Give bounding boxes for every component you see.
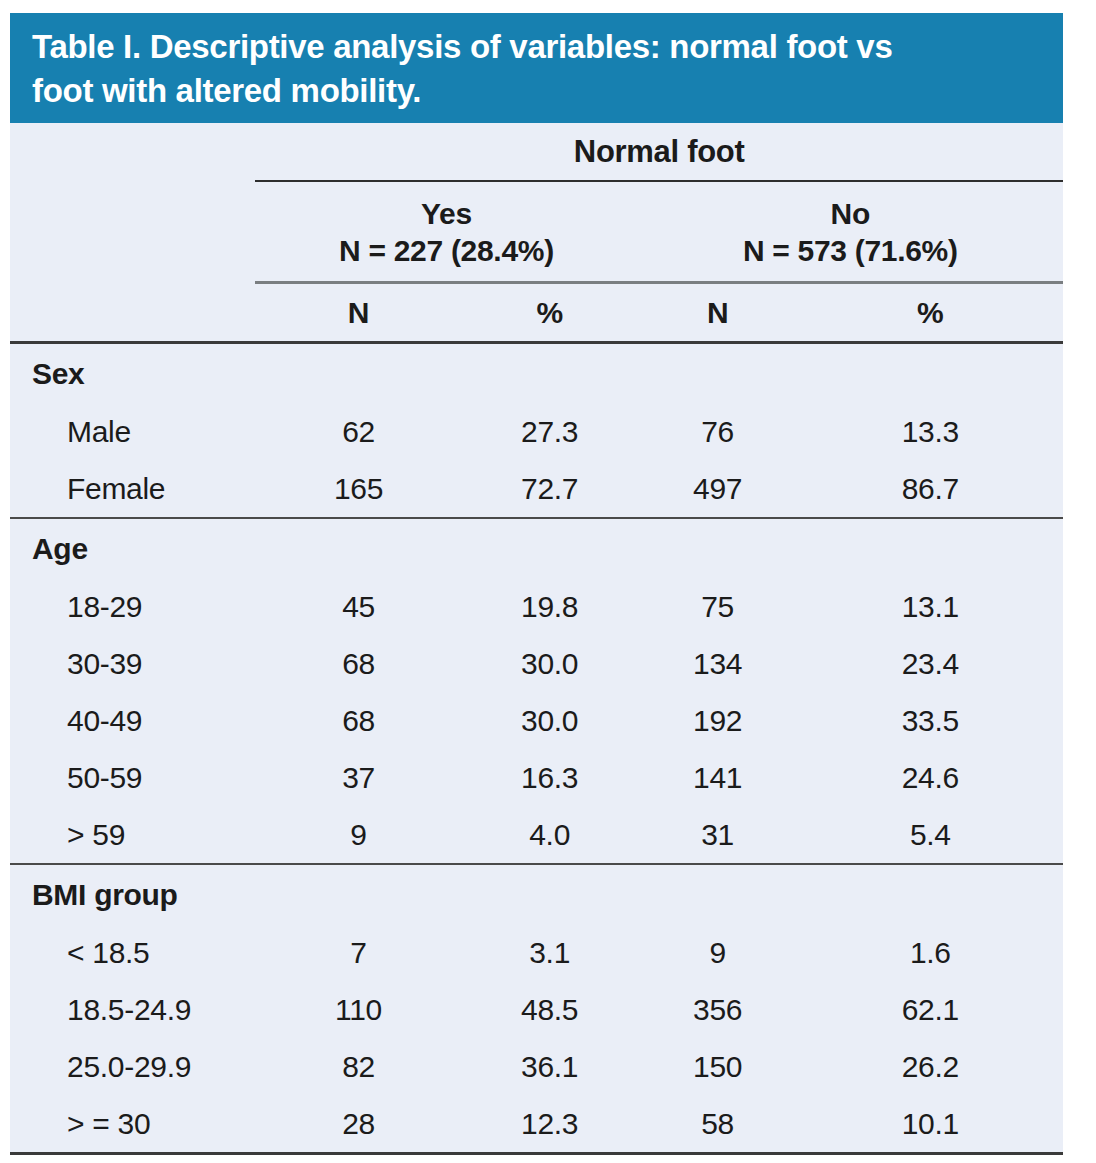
- table-row: 40-496830.019233.5: [10, 692, 1063, 749]
- cell-value: 30.0: [462, 635, 638, 692]
- group-no-label: No: [638, 195, 1063, 232]
- col-header-pct-no: %: [798, 283, 1063, 343]
- descriptive-table: Normal foot Yes N = 227 (28.4%) No N = 5…: [10, 123, 1063, 1155]
- group-yes-label: Yes: [255, 195, 637, 232]
- col-header-pct-yes: %: [462, 283, 638, 343]
- cell-value: 7: [255, 924, 461, 981]
- table-row: > 5994.0315.4: [10, 806, 1063, 864]
- section-label: BMI group: [10, 864, 1063, 924]
- cell-value: 12.3: [462, 1095, 638, 1154]
- cell-value: 4.0: [462, 806, 638, 864]
- table-row: Male6227.37613.3: [10, 403, 1063, 460]
- table-row: 18-294519.87513.1: [10, 578, 1063, 635]
- group-yes: Yes N = 227 (28.4%): [255, 181, 637, 283]
- cell-value: 72.7: [462, 460, 638, 518]
- group-span-row: Normal foot: [10, 123, 1063, 181]
- cell-value: 16.3: [462, 749, 638, 806]
- cell-value: 62.1: [798, 981, 1063, 1038]
- cell-value: 82: [255, 1038, 461, 1095]
- cell-value: 5.4: [798, 806, 1063, 864]
- table-row: > = 302812.35810.1: [10, 1095, 1063, 1154]
- column-group-header: Normal foot: [255, 123, 1063, 181]
- cell-value: 165: [255, 460, 461, 518]
- cell-value: 192: [638, 692, 798, 749]
- cell-value: 45: [255, 578, 461, 635]
- cell-value: 37: [255, 749, 461, 806]
- group-no-count: N = 573 (71.6%): [638, 232, 1063, 269]
- table-title-line-2: foot with altered mobility.: [32, 69, 1041, 113]
- cell-value: 58: [638, 1095, 798, 1154]
- row-label: Male: [10, 403, 255, 460]
- row-label: 30-39: [10, 635, 255, 692]
- stub-cell: [10, 181, 255, 283]
- column-header-row: N % N %: [10, 283, 1063, 343]
- cell-value: 3.1: [462, 924, 638, 981]
- table-card: Table I. Descriptive analysis of variabl…: [10, 13, 1063, 1155]
- stub-cell: [10, 283, 255, 343]
- cell-value: 76: [638, 403, 798, 460]
- cell-value: 31: [638, 806, 798, 864]
- cell-value: 33.5: [798, 692, 1063, 749]
- group-yes-count: N = 227 (28.4%): [255, 232, 637, 269]
- table-title-banner: Table I. Descriptive analysis of variabl…: [10, 13, 1063, 123]
- section-header-row: Sex: [10, 343, 1063, 404]
- group-no: No N = 573 (71.6%): [638, 181, 1063, 283]
- table-row: 18.5-24.911048.535662.1: [10, 981, 1063, 1038]
- cell-value: 110: [255, 981, 461, 1038]
- cell-value: 13.1: [798, 578, 1063, 635]
- cell-value: 9: [255, 806, 461, 864]
- groups-row: Yes N = 227 (28.4%) No N = 573 (71.6%): [10, 181, 1063, 283]
- table-row: 25.0-29.98236.115026.2: [10, 1038, 1063, 1095]
- section-label: Sex: [10, 343, 1063, 404]
- cell-value: 28: [255, 1095, 461, 1154]
- table-row: 30-396830.013423.4: [10, 635, 1063, 692]
- cell-value: 150: [638, 1038, 798, 1095]
- table-row: Female16572.749786.7: [10, 460, 1063, 518]
- cell-value: 134: [638, 635, 798, 692]
- row-label: < 18.5: [10, 924, 255, 981]
- cell-value: 26.2: [798, 1038, 1063, 1095]
- cell-value: 497: [638, 460, 798, 518]
- col-header-n-no: N: [638, 283, 798, 343]
- section-label: Age: [10, 518, 1063, 578]
- cell-value: 36.1: [462, 1038, 638, 1095]
- page: Table I. Descriptive analysis of variabl…: [0, 0, 1096, 1163]
- cell-value: 62: [255, 403, 461, 460]
- col-header-n-yes: N: [255, 283, 461, 343]
- row-label: > = 30: [10, 1095, 255, 1154]
- cell-value: 75: [638, 578, 798, 635]
- row-label: 50-59: [10, 749, 255, 806]
- cell-value: 9: [638, 924, 798, 981]
- row-label: 25.0-29.9: [10, 1038, 255, 1095]
- cell-value: 30.0: [462, 692, 638, 749]
- section-header-row: BMI group: [10, 864, 1063, 924]
- cell-value: 19.8: [462, 578, 638, 635]
- cell-value: 68: [255, 692, 461, 749]
- row-label: 18-29: [10, 578, 255, 635]
- cell-value: 1.6: [798, 924, 1063, 981]
- cell-value: 68: [255, 635, 461, 692]
- table-row: < 18.573.191.6: [10, 924, 1063, 981]
- cell-value: 86.7: [798, 460, 1063, 518]
- cell-value: 27.3: [462, 403, 638, 460]
- cell-value: 356: [638, 981, 798, 1038]
- table-title-line-1: Table I. Descriptive analysis of variabl…: [32, 25, 1041, 69]
- row-label: > 59: [10, 806, 255, 864]
- table-row: 50-593716.314124.6: [10, 749, 1063, 806]
- row-label: Female: [10, 460, 255, 518]
- cell-value: 13.3: [798, 403, 1063, 460]
- section-header-row: Age: [10, 518, 1063, 578]
- row-label: 18.5-24.9: [10, 981, 255, 1038]
- cell-value: 23.4: [798, 635, 1063, 692]
- cell-value: 48.5: [462, 981, 638, 1038]
- cell-value: 24.6: [798, 749, 1063, 806]
- row-label: 40-49: [10, 692, 255, 749]
- stub-cell: [10, 123, 255, 181]
- cell-value: 10.1: [798, 1095, 1063, 1154]
- cell-value: 141: [638, 749, 798, 806]
